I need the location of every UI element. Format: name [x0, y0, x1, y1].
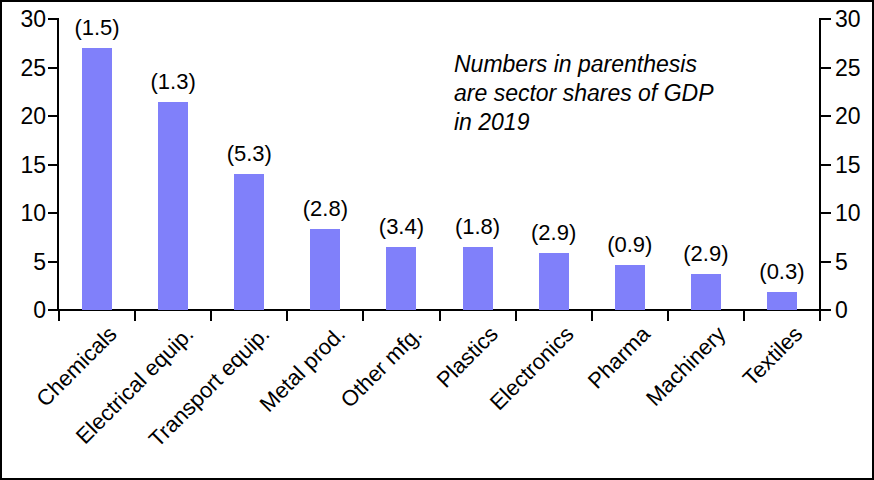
x-tick	[743, 311, 745, 321]
y-axis-label-right: 10	[835, 202, 874, 225]
x-tick	[58, 311, 60, 321]
bar-plastics	[463, 247, 493, 310]
annotation-line-2: are sector shares of GDP	[454, 79, 714, 108]
y-tick-right	[821, 18, 831, 20]
bar-electronics	[539, 253, 569, 310]
y-tick-right	[821, 212, 831, 214]
bar-value-label: (1.3)	[113, 69, 233, 95]
y-tick-left	[48, 212, 58, 214]
bar-other-mfg	[386, 247, 416, 310]
y-axis-label-right: 20	[835, 105, 874, 128]
y-axis-label-left: 25	[6, 56, 46, 79]
x-tick	[667, 311, 669, 321]
x-category-label: Pharma	[583, 322, 654, 393]
bar-value-label: (0.3)	[722, 259, 842, 285]
bar-electrical-equip	[158, 102, 188, 310]
x-category-label: Machinery	[642, 322, 731, 411]
annotation-line-3: in 2019	[454, 108, 714, 137]
bar-chemicals	[82, 48, 112, 310]
y-tick-right	[821, 164, 831, 166]
y-axis-label-left: 0	[6, 299, 46, 322]
y-tick-right	[821, 115, 831, 117]
bar-metal-prod	[310, 229, 340, 310]
x-tick	[515, 311, 517, 321]
y-tick-right	[821, 67, 831, 69]
y-axis-label-right: 0	[835, 299, 874, 322]
y-axis-label-left: 5	[6, 250, 46, 273]
y-tick-left	[48, 164, 58, 166]
bar-pharma	[615, 265, 645, 310]
y-axis-label-right: 15	[835, 153, 874, 176]
x-category-label: Other mfg.	[336, 322, 426, 412]
bar-machinery	[691, 274, 721, 310]
y-axis-label-right: 25	[835, 56, 874, 79]
x-tick	[439, 311, 441, 321]
x-tick	[286, 311, 288, 321]
y-tick-left	[48, 261, 58, 263]
y-axis-label-left: 10	[6, 202, 46, 225]
y-axis-label-left: 15	[6, 153, 46, 176]
y-tick-left	[48, 67, 58, 69]
x-tick	[819, 311, 821, 321]
annotation-line-1: Numbers in parenthesis	[454, 50, 714, 79]
bar-value-label: (5.3)	[189, 141, 309, 167]
y-axis-label-right: 30	[835, 8, 874, 31]
bar-chart: Numbers in parenthesis are sector shares…	[0, 0, 874, 480]
y-axis-label-left: 20	[6, 105, 46, 128]
x-category-label: Textiles	[738, 322, 807, 391]
bar-value-label: (1.5)	[37, 15, 157, 41]
annotation-note: Numbers in parenthesis are sector shares…	[454, 50, 714, 137]
y-tick-right	[821, 309, 831, 311]
bar-textiles	[767, 292, 797, 310]
x-tick	[134, 311, 136, 321]
x-category-label: Plastics	[432, 322, 503, 393]
x-tick	[210, 311, 212, 321]
y-tick-left	[48, 309, 58, 311]
bar-transport-equip	[234, 174, 264, 310]
x-tick	[362, 311, 364, 321]
y-tick-left	[48, 115, 58, 117]
x-tick	[591, 311, 593, 321]
